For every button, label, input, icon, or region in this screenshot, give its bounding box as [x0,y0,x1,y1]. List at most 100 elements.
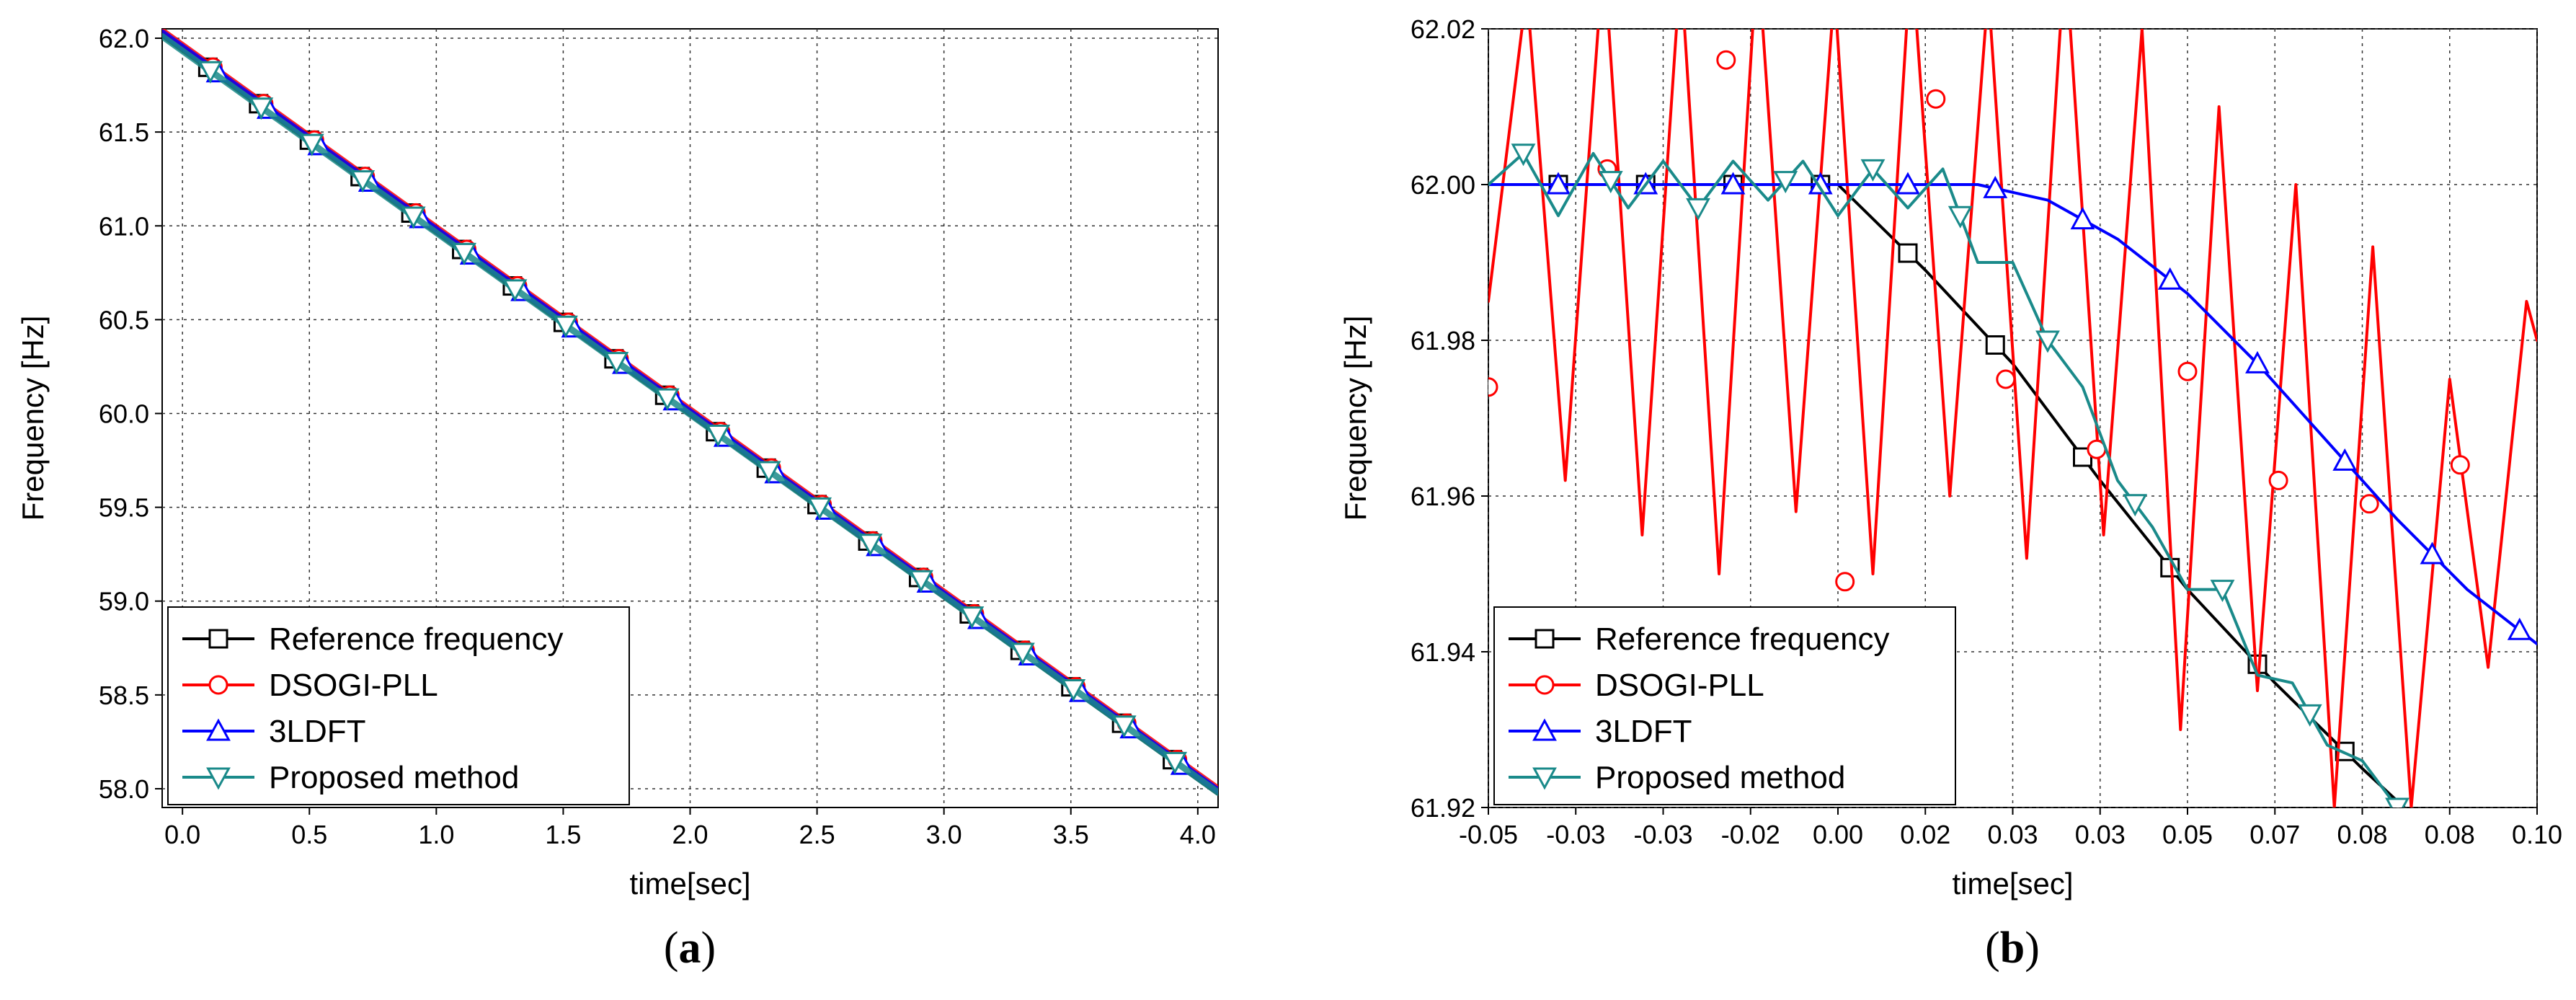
data-point-marker [1985,335,2005,355]
data-point-marker [1010,642,1035,665]
data-point-marker [1488,377,1498,397]
legend-marker [1535,629,1555,649]
x-tick-label: 3.5 [1053,820,1089,849]
y-tick-label: 61.92 [1411,793,1475,823]
data-point-marker [452,242,477,265]
legend-marker [208,675,228,695]
data-point-marker [1983,175,2008,198]
y-tick-label: 59.0 [99,587,149,616]
data-point-marker [1898,243,1918,263]
legend-label: 3LDFT [1595,714,1692,749]
x-tick-label: 0.02 [1900,820,1950,849]
data-point-marker [1598,171,1623,194]
data-point-marker [706,425,731,448]
y-tick-label: 61.94 [1411,637,1475,667]
data-point-marker [1546,172,1571,195]
y-axis-label: Frequency [Hz] [16,316,50,521]
x-tick-label: 0.05 [2162,820,2213,849]
y-tick-label: 61.0 [99,211,149,241]
legend-label: DSOGI-PLL [269,668,438,703]
panel-caption: (b) [1985,924,2040,973]
data-point-marker [249,97,274,120]
data-point-marker [1947,205,1973,229]
x-axis-label: time[sec] [1952,867,2073,901]
data-point-marker [959,606,985,629]
legend-marker [1535,675,1555,695]
data-point-marker [756,461,781,484]
x-tick-label: -0.03 [1633,820,1692,849]
x-tick-label: 2.0 [672,820,708,849]
data-point-marker [858,534,883,557]
series-group [162,29,1218,796]
x-tick-label: 1.0 [418,820,454,849]
x-tick-label: 0.10 [2512,820,2562,849]
data-point-marker [2420,541,2445,565]
chart-b: -0.05 -0.03 -0.03 -0.02 0.00 0.02 0.03 0.03 0.05… [1338,14,2562,973]
series-group [1488,29,2537,807]
caption-letter: a [679,924,701,973]
x-tick-label: 0.5 [291,820,327,849]
x-tick-label: 2.5 [799,820,835,849]
data-point-marker [1511,143,1536,167]
data-point-marker [909,570,933,593]
x-tick-label: 0.07 [2249,820,2300,849]
x-tick-label: -0.03 [1546,820,1605,849]
legend-label: Reference frequency [1595,621,1889,657]
data-point-marker [2268,470,2288,490]
data-point-marker [1996,369,2016,389]
data-point-marker [401,206,426,229]
data-point-marker [1926,89,1946,109]
data-point-marker [1835,572,1855,592]
x-tick-label: 0.03 [1987,820,2038,849]
data-point-marker [299,133,324,156]
data-point-marker [2177,361,2198,381]
x-tick-label: 4.0 [1180,820,1216,849]
series-line-3ldft [1488,183,2537,646]
y-axis-label: Frequency [Hz] [1338,316,1372,521]
data-point-marker [1163,751,1188,774]
data-point-marker [2210,580,2235,603]
data-point-marker [1860,159,1886,182]
data-point-marker [1716,50,1736,70]
y-tick-label: 60.0 [99,399,149,428]
x-tick-label: 0.08 [2425,820,2475,849]
data-point-marker [2297,704,2322,727]
x-tick-label: 1.5 [545,820,581,849]
legend-label: 3LDFT [269,714,365,749]
legend-marker [1532,718,1557,741]
data-point-marker [2450,455,2470,475]
data-point-marker [1686,198,1710,221]
panel-caption: (a) [664,924,716,973]
data-point-marker [554,315,578,338]
y-tick-label: 58.0 [99,774,149,804]
y-tick-label: 59.5 [99,493,149,523]
x-tick-label: 0.03 [2075,820,2126,849]
caption-open: ( [664,924,679,973]
caption-close: ) [2025,924,2040,973]
caption-close: ) [701,924,716,973]
y-tick-label: 61.96 [1411,482,1475,511]
data-point-marker [2507,617,2532,640]
data-point-marker [2070,207,2095,230]
x-tick-label: -0.05 [1459,820,1518,849]
data-point-marker [1773,171,1798,194]
legend-marker [206,718,231,741]
data-point-marker [2359,494,2379,514]
legend-label: Proposed method [1595,760,1845,795]
y-tick-label: 61.98 [1411,326,1475,355]
data-point-marker [1720,172,1746,195]
data-point-marker [2157,267,2182,290]
data-point-marker [604,352,629,375]
series-line-dsogi-pll [1488,29,2537,807]
legend: Reference frequency DSOGI-PLL 3LDFT Propose… [1493,606,1956,805]
x-tick-label: 0.08 [2337,820,2387,849]
data-point-marker [1061,678,1086,702]
data-point-marker [1896,172,1920,195]
caption-open: ( [1985,924,2000,973]
data-point-marker [197,61,223,84]
data-point-marker [2385,797,2410,807]
data-point-marker [1111,715,1137,738]
x-tick-label: 3.0 [926,820,962,849]
x-axis-label: time[sec] [629,867,750,901]
